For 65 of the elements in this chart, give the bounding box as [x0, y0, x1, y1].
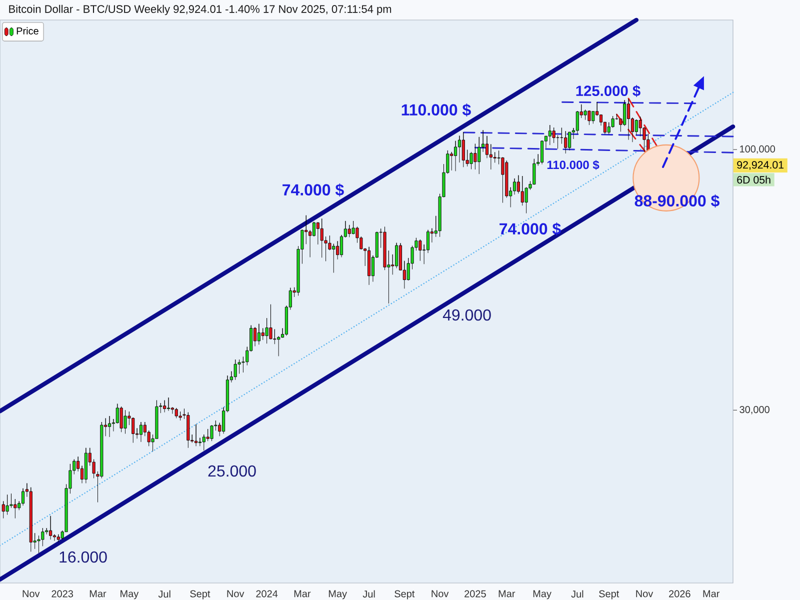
- annotation: 74.000 $: [500, 222, 561, 236]
- text: 92,924.01: [737, 161, 784, 170]
- annotation: 74.000 $: [282, 183, 344, 197]
- x-tick-label: Mar: [703, 590, 720, 598]
- candlestick: [49, 516, 52, 540]
- x-tick-label: Sept: [599, 590, 620, 600]
- annotation: 25.000: [208, 465, 256, 477]
- x-tick-label: 2024: [256, 590, 278, 598]
- annotation: 110.000 $: [402, 103, 471, 117]
- candlestick: [56, 534, 60, 542]
- x-tick-label: May: [120, 590, 139, 600]
- x-tick-label: Jul: [362, 590, 375, 598]
- candlestick: [139, 422, 143, 442]
- candlestick: [108, 416, 112, 438]
- candlestick: [166, 397, 170, 412]
- annotation: 16.000: [60, 551, 107, 563]
- text: 6D 05h: [737, 176, 770, 184]
- x-tick-label: Sept: [190, 590, 210, 600]
- annotation: 49.000: [442, 309, 491, 321]
- x-tick-label: Mar: [90, 590, 106, 598]
- candlestick: [186, 412, 190, 448]
- candlestick: [462, 132, 465, 168]
- annotation: 88-90.000 $: [634, 194, 720, 208]
- candlestick: [210, 424, 214, 442]
- y-tick-label: 100,000: [740, 145, 776, 154]
- x-tick-label: Jul: [158, 590, 170, 598]
- candlestick: [257, 324, 260, 345]
- candlestick: [120, 406, 123, 432]
- y-tick-label: 30,000: [740, 406, 770, 414]
- x-tick-label: Nov: [227, 590, 244, 598]
- x-tick-label: 2026: [669, 590, 690, 598]
- chart-title: Bitcoin Dollar - BTC/USD Weekly 92,924.01 -1.40% 17 Nov 2025, 07:11:54 pm: [9, 4, 392, 16]
- x-tick-label: May: [533, 590, 552, 600]
- x-tick-label: Mar: [294, 590, 311, 598]
- candlestick: [418, 239, 422, 262]
- candlestick: [163, 400, 166, 413]
- candlestick: [348, 224, 351, 238]
- candlestick: [588, 110, 591, 126]
- candlestick: [178, 411, 182, 421]
- x-tick-label: 2023: [52, 590, 74, 598]
- candlestick: [269, 304, 272, 340]
- candlestick: [564, 130, 568, 154]
- annotation: 125.000 $: [576, 85, 640, 97]
- x-tick-label: Mar: [498, 590, 516, 598]
- candlestick: [84, 448, 88, 484]
- legend-label: Price: [16, 27, 38, 34]
- annotation: 110.000 $: [547, 160, 600, 170]
- candlestick: [568, 132, 572, 151]
- candlestick: [320, 218, 324, 258]
- x-tick-label: Sept: [394, 590, 415, 600]
- candlestick: [194, 424, 198, 446]
- candlestick: [368, 246, 371, 286]
- x-tick-label: Nov: [636, 590, 654, 598]
- x-tick-label: Nov: [22, 590, 40, 598]
- candlestick: [234, 359, 237, 380]
- candlestick: [6, 494, 9, 516]
- candlestick: [174, 408, 178, 418]
- candlestick: [548, 124, 552, 146]
- candlestick: [124, 410, 127, 434]
- candlestick: [540, 140, 544, 165]
- x-tick-label: 2025: [464, 590, 486, 598]
- x-tick-label: May: [328, 590, 347, 600]
- x-tick-label: Nov: [432, 590, 449, 598]
- x-tick-label: Jul: [571, 590, 584, 598]
- candlestick: [29, 487, 32, 552]
